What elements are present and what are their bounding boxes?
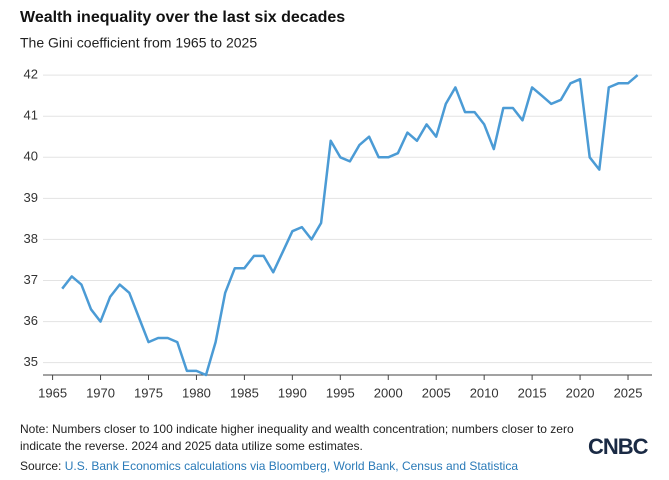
- source[interactable]: U.S. Bank Economics calculations via Blo…: [64, 459, 519, 473]
- y-tick-label: 37: [24, 272, 38, 287]
- note: Note: Numbers closer to 100 indicate hig…: [20, 422, 574, 453]
- y-tick-label: 41: [24, 108, 38, 123]
- x-tick-label: 2005: [422, 385, 451, 400]
- y-tick-label: 39: [24, 190, 38, 205]
- line: [61, 74, 639, 377]
- x-tick-label: 2020: [566, 385, 595, 400]
- chart: Wealth inequality over the last six deca…: [20, 9, 652, 400]
- chart-title: Wealth inequality over the last six deca…: [20, 9, 345, 26]
- x-tick-label: 2000: [374, 385, 403, 400]
- x-tick-label: 2025: [614, 385, 643, 400]
- x-tick-label: 1990: [278, 385, 307, 400]
- source-line: Source: U.S. Bank Economics calculations…: [20, 458, 518, 475]
- y-tick-label: 38: [24, 231, 38, 246]
- x-tick-label: 2015: [518, 385, 547, 400]
- x-tick-label: 1970: [86, 385, 115, 400]
- x-tick-label: 1975: [134, 385, 163, 400]
- y-tick-label: 35: [24, 354, 38, 369]
- x-tick-label: 1980: [182, 385, 211, 400]
- source-label: Source:: [20, 459, 62, 473]
- logo: CNBC: [588, 434, 649, 459]
- chart-subtitle: The Gini coefficient from 1965 to 2025: [20, 35, 257, 51]
- x-tick-label: 2010: [470, 385, 499, 400]
- x-tick-label: 1965: [38, 385, 67, 400]
- y-tick-label: 42: [24, 67, 38, 82]
- x-tick-label: 1995: [326, 385, 355, 400]
- x-tick-label: 1985: [230, 385, 259, 400]
- y-tick-label: 36: [24, 313, 38, 328]
- y-tick-label: 40: [24, 149, 38, 164]
